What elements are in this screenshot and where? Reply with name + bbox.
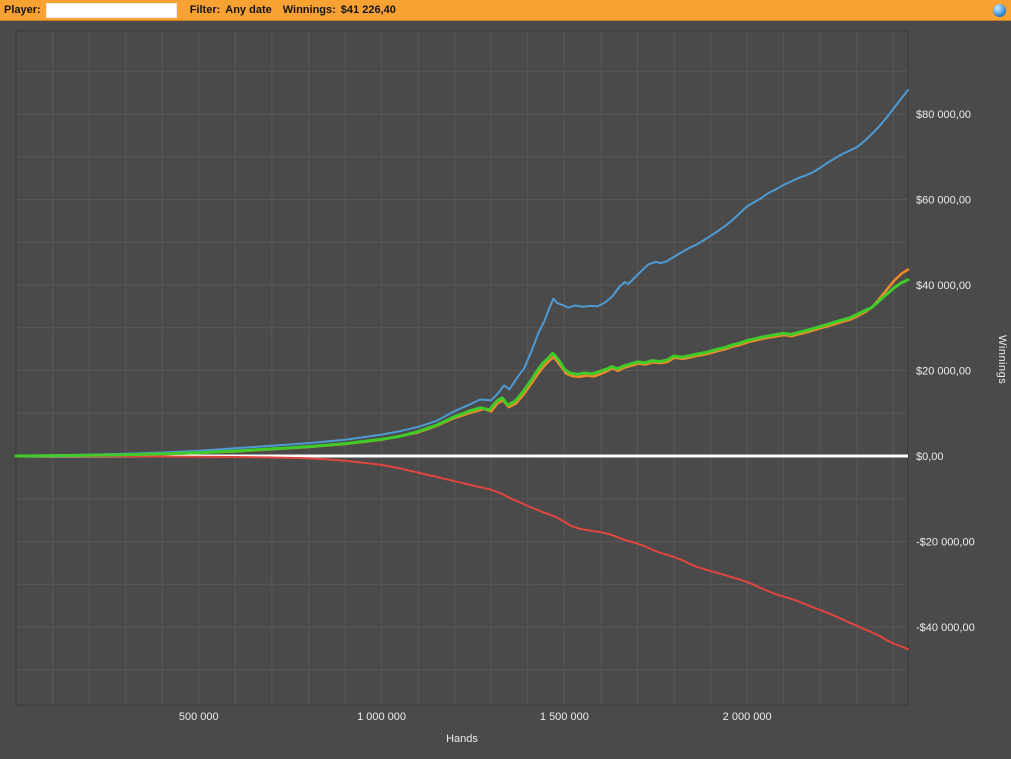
y-tick-label: -$40 000,00 — [916, 622, 975, 634]
winnings-value: $41 226,40 — [340, 4, 396, 16]
x-tick-label: 2 000 000 — [723, 711, 772, 723]
y-tick-label: -$20 000,00 — [916, 536, 975, 548]
y-axis-title: Winnings — [996, 335, 1008, 385]
toolbar: Player: Filter: Any date Winnings: $41 2… — [0, 0, 1011, 21]
plot-area — [16, 31, 908, 705]
series-orange — [14, 268, 910, 458]
y-tick-label: $60 000,00 — [916, 194, 971, 206]
x-axis-title: Hands — [446, 733, 478, 745]
player-label: Player: — [4, 4, 41, 16]
plot-border — [15, 30, 909, 706]
chart-canvas: 500 000 1 000 000 1 500 000 2 000 000 $80 00… — [14, 30, 975, 723]
y-tick-label: $40 000,00 — [916, 280, 971, 292]
x-tick-label: 500 000 — [179, 711, 219, 723]
series-red — [15, 455, 909, 651]
x-tick-label: 1 000 000 — [357, 711, 406, 723]
series-blue — [15, 89, 909, 457]
globe-icon[interactable] — [993, 3, 1006, 17]
y-tick-label: $80 000,00 — [916, 109, 971, 121]
filter-label: Filter: — [189, 4, 221, 16]
x-tick-label: 1 500 000 — [540, 711, 589, 723]
winnings-chart: 500 000 1 000 000 1 500 000 2 000 000 $80 00… — [0, 21, 1011, 759]
player-input[interactable] — [45, 2, 177, 18]
y-tick-label: $0,00 — [916, 451, 944, 463]
series-green — [14, 278, 910, 458]
filter-value[interactable]: Any date — [225, 4, 272, 16]
winnings-label: Winnings: — [282, 4, 336, 16]
y-tick-label: $20 000,00 — [916, 365, 971, 377]
